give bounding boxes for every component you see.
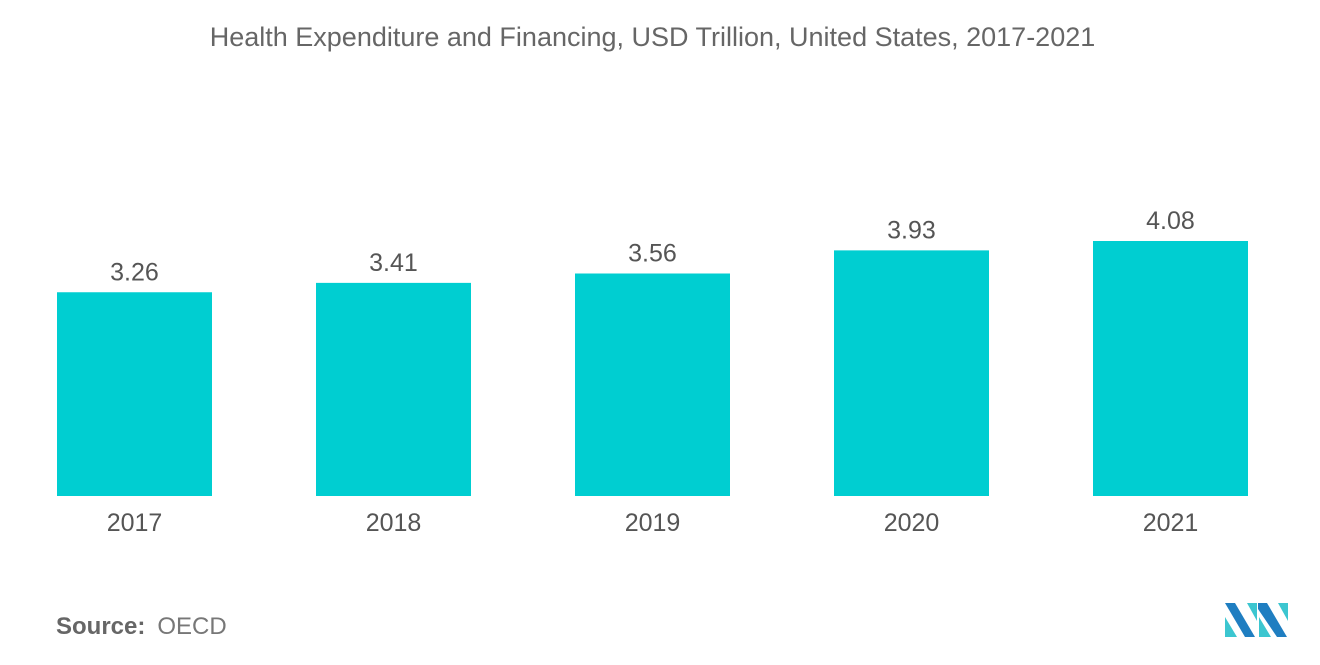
chart-title: Health Expenditure and Financing, USD Tr… [209, 22, 1096, 52]
source-label: Source: [56, 613, 146, 640]
bar-2018 [316, 282, 471, 496]
source-value: OECD [157, 613, 227, 640]
data-label: 3.56 [628, 240, 677, 268]
data-label: 3.26 [110, 258, 159, 286]
bar-2017 [57, 292, 212, 496]
bar-2019 [575, 273, 730, 496]
bar-2021 [1093, 241, 1248, 496]
x-tick-label: 2021 [1143, 509, 1199, 537]
data-label: 3.93 [887, 216, 936, 244]
x-tick-label: 2017 [107, 509, 163, 537]
bar-chart: 3.26 2017 3.41 2018 3.56 2019 3.93 2020 4.08 2021 [57, 207, 1248, 537]
logo-icon [1225, 603, 1288, 637]
source-note: Source: OECD [56, 613, 227, 641]
x-tick-label: 2020 [884, 509, 940, 537]
bar-2020 [834, 250, 989, 496]
x-tick-label: 2018 [366, 509, 422, 537]
data-label: 4.08 [1146, 207, 1195, 235]
x-tick-label: 2019 [625, 509, 681, 537]
data-label: 3.41 [369, 249, 418, 277]
